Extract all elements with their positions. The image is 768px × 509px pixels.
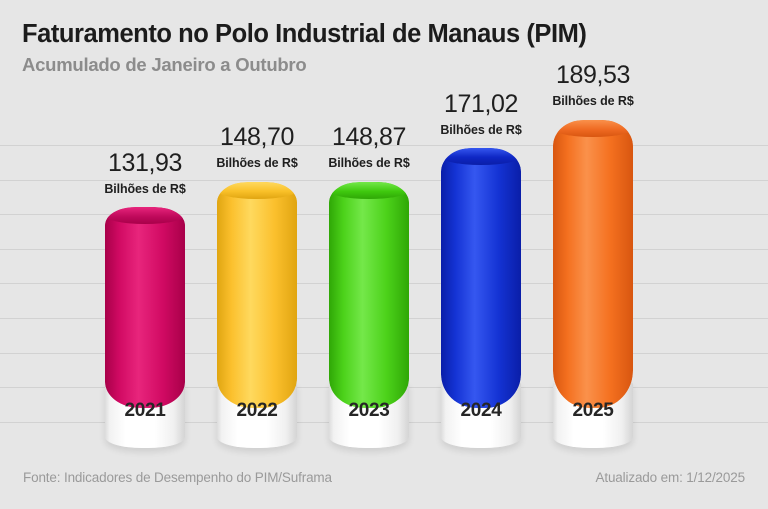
chart-plot-area: 2021 131,93 Bilhões de R$ 2022 148,70 Bilhões… (0, 63, 768, 462)
bar-value-callout: 148,87 Bilhões de R$ (315, 125, 423, 170)
page-title: Faturamento no Polo Industrial de Manaus… (22, 20, 587, 48)
bar-2024[interactable]: 2024 (441, 118, 521, 448)
bar-cylinder-cap (329, 181, 409, 199)
bar-value-callout: 148,70 Bilhões de R$ (203, 125, 311, 170)
bar-cylinder-body (553, 119, 633, 408)
bar-cylinder-body (441, 148, 521, 408)
bar-2021[interactable]: 2021 (105, 177, 185, 448)
chart-bars: 2021 131,93 Bilhões de R$ 2022 148,70 Bilhões… (0, 63, 768, 462)
bar-cylinder-body (329, 181, 409, 408)
bar-value-unit: Bilhões de R$ (440, 122, 522, 137)
bar-cylinder-cap (105, 207, 185, 225)
bar-value-number: 131,93 (107, 148, 183, 177)
bar-value-callout: 131,93 Bilhões de R$ (91, 148, 199, 196)
bar-2025[interactable]: 2025 (553, 90, 633, 448)
bar-2023[interactable]: 2023 (329, 152, 409, 448)
gridline (0, 180, 768, 181)
bar-value-number: 189,53 (555, 61, 631, 90)
bar-cylinder (329, 181, 409, 408)
chart-header: Faturamento no Polo Industrial de Manaus… (22, 20, 752, 75)
bar-category-label: 2024 (460, 400, 502, 421)
bar-category-label: 2021 (124, 400, 166, 421)
bar-value-number: 171,02 (443, 89, 519, 118)
chart-footer: Fonte: Indicadores de Desempenho do PIM/… (0, 462, 768, 509)
bar-cylinder (553, 119, 633, 408)
bar-cylinder-cap (553, 119, 633, 137)
bar-value-number: 148,87 (331, 123, 407, 152)
bar-2022[interactable]: 2022 (217, 152, 297, 448)
bar-value-unit: Bilhões de R$ (216, 156, 298, 171)
bar-cylinder-cap (217, 181, 297, 199)
bar-value-unit: Bilhões de R$ (104, 181, 186, 196)
bar-value-unit: Bilhões de R$ (328, 156, 410, 171)
gridline (0, 145, 768, 146)
bar-cylinder-body (105, 207, 185, 408)
footer-source-label: Fonte: Indicadores de Desempenho do PIM/… (23, 470, 332, 485)
bar-cylinder (217, 181, 297, 408)
bar-value-number: 148,70 (219, 123, 295, 152)
bar-cylinder (441, 148, 521, 408)
bar-category-label: 2025 (572, 400, 614, 421)
bar-cylinder-body (217, 181, 297, 408)
bar-value-callout: 189,53 Bilhões de R$ (539, 63, 647, 108)
page-subtitle: Acumulado de Janeiro a Outubro (22, 53, 307, 75)
bar-value-callout: 171,02 Bilhões de R$ (427, 89, 535, 137)
footer-updated-label: Atualizado em: 1/12/2025 (595, 470, 745, 485)
bar-cylinder-cap (441, 148, 521, 166)
bar-value-unit: Bilhões de R$ (552, 94, 634, 109)
bar-cylinder (105, 207, 185, 408)
bar-category-label: 2022 (236, 400, 278, 421)
bar-category-label: 2023 (348, 400, 390, 421)
